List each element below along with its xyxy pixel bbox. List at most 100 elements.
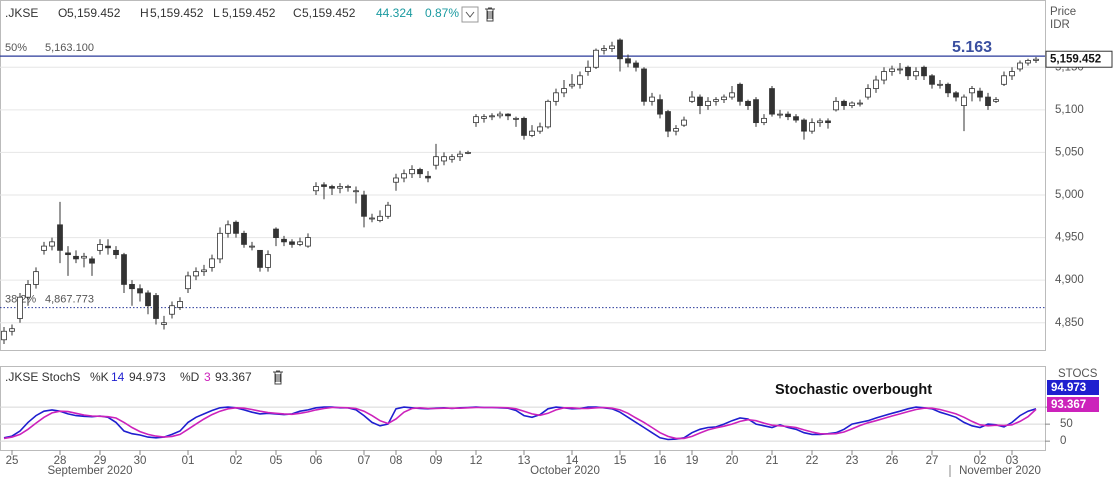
candle-body <box>985 96 991 106</box>
d-param: 3 <box>204 370 211 384</box>
header-label: H <box>140 6 149 20</box>
candle-body <box>865 88 871 98</box>
delete-icon[interactable] <box>485 7 495 22</box>
month-label: October 2020 <box>530 465 600 477</box>
annotation: Stochastic overbought <box>775 382 932 398</box>
y-tick-label: 4,950 <box>1055 232 1084 244</box>
value-badge <box>1047 397 1099 412</box>
last-price: 5,159.452 <box>1050 53 1101 65</box>
x-tick-label: 06 <box>310 455 323 467</box>
candle-body <box>209 258 215 268</box>
badge-value: 94.973 <box>1051 382 1086 394</box>
x-tick-label: 23 <box>846 455 859 467</box>
candle-body <box>817 120 823 124</box>
axis-label: IDR <box>1050 19 1070 31</box>
candle-body <box>217 232 223 260</box>
candle-body <box>721 96 727 101</box>
candle-body <box>193 271 199 277</box>
candle-body <box>577 75 583 85</box>
candle-body <box>289 241 295 245</box>
level-value: 5,163.100 <box>45 42 94 54</box>
candle-body <box>761 117 767 124</box>
candle-body <box>265 254 271 268</box>
candle-body <box>937 83 943 86</box>
x-tick-label: 09 <box>430 455 443 467</box>
candle-body <box>225 224 231 234</box>
candle-body <box>921 66 927 77</box>
candle-body <box>609 45 615 49</box>
annotation: 5.163 <box>952 39 992 56</box>
stoch-line <box>3 406 1037 441</box>
candle-body <box>553 92 559 102</box>
candle-body <box>593 49 599 68</box>
candle-body <box>49 241 55 247</box>
candle-body <box>889 68 895 72</box>
candle-body <box>337 186 343 189</box>
delete-icon[interactable] <box>273 370 283 385</box>
candle-body <box>129 284 135 290</box>
candle-body <box>361 194 367 217</box>
candle-body <box>409 169 415 175</box>
badge-value: 93.367 <box>1051 399 1086 411</box>
candle-body <box>113 249 119 256</box>
x-tick-label: 22 <box>806 455 819 467</box>
month-label: November 2020 <box>959 465 1041 477</box>
candle-body <box>185 275 191 290</box>
candle-body <box>9 328 15 332</box>
dropdown-button[interactable] <box>461 6 479 23</box>
k-param: 14 <box>111 370 125 384</box>
candle-body <box>681 119 687 126</box>
candle-body <box>529 130 535 136</box>
candle-body <box>689 96 695 102</box>
candle-body <box>905 66 911 77</box>
x-tick-label: 07 <box>358 455 371 467</box>
symbol: .JKSE <box>5 6 38 20</box>
candle-body <box>665 111 671 132</box>
candle-body <box>401 173 407 179</box>
candle-body <box>1025 60 1031 64</box>
candle-body <box>425 175 431 179</box>
last-price-badge <box>1045 50 1113 68</box>
x-tick-label: 28 <box>54 455 67 467</box>
candle-body <box>17 296 23 319</box>
x-tick-label: 02 <box>230 455 243 467</box>
candle-body <box>601 48 607 51</box>
candle-body <box>545 100 551 128</box>
candle-body <box>385 204 391 217</box>
x-tick-label: 01 <box>182 455 195 467</box>
y-tick-label: 5,100 <box>1055 104 1084 116</box>
candle-body <box>233 221 239 234</box>
candle-body <box>769 88 775 115</box>
candle-body <box>1017 62 1023 70</box>
candle-body <box>201 269 207 273</box>
candle-body <box>161 322 167 325</box>
candle-body <box>857 102 863 105</box>
change-pct: 0.87% <box>425 6 459 20</box>
candle-body <box>1033 58 1039 61</box>
candle-body <box>849 102 855 106</box>
candle-body <box>353 190 359 193</box>
candle-body <box>65 252 71 256</box>
x-tick-label: 08 <box>390 455 403 467</box>
candle-body <box>281 238 287 243</box>
x-tick-label: 16 <box>654 455 667 467</box>
candle-body <box>417 169 423 175</box>
d-name: %D <box>180 370 200 384</box>
candle-body <box>737 83 743 102</box>
x-tick-label: 13 <box>518 455 531 467</box>
candle-body <box>753 99 759 124</box>
candle-body <box>89 258 95 264</box>
candle-body <box>513 117 519 120</box>
candle-body <box>169 305 175 315</box>
y-tick-label: 4,850 <box>1055 317 1084 329</box>
candle-body <box>633 62 639 68</box>
candle-body <box>369 217 375 220</box>
candle-body <box>833 100 839 111</box>
candle-body <box>465 152 471 154</box>
candle-body <box>929 75 935 85</box>
change: 44.324 <box>376 6 413 20</box>
candle-body <box>585 66 591 72</box>
stoch-line <box>3 406 1037 440</box>
candle-body <box>873 79 879 89</box>
